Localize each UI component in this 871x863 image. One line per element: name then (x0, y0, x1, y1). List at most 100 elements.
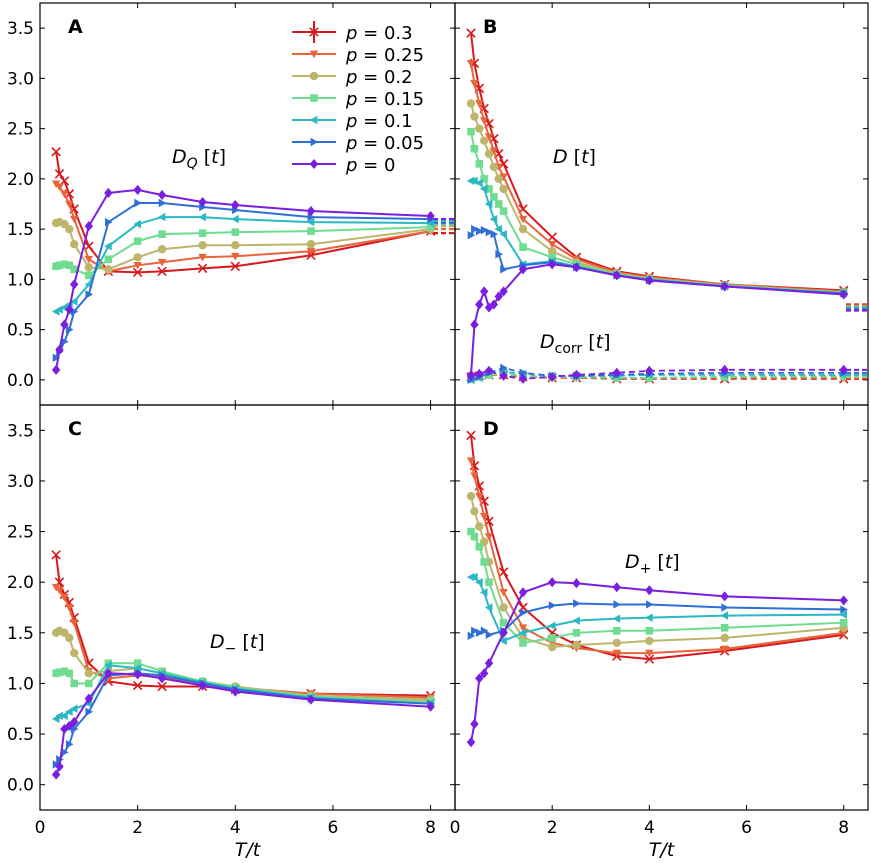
data-point (231, 686, 240, 697)
data-point (489, 299, 499, 310)
data-point (306, 694, 316, 705)
data-point (70, 679, 78, 688)
data-point (572, 629, 581, 637)
data-point (197, 263, 208, 274)
panel-c: 0.0 0.5 1.0 1.5 2.0 2.5 3.0 3.5 0 2 4 6 8 T/t C D− [t] (7, 404, 456, 861)
data-point (132, 267, 143, 278)
data-point (65, 604, 74, 612)
data-point (519, 608, 528, 617)
data-point (485, 227, 494, 237)
data-point (479, 286, 489, 297)
data-point (104, 265, 113, 274)
data-point (51, 550, 61, 560)
data-point (519, 243, 527, 251)
axes-frame (454, 404, 869, 811)
series-group (51, 146, 455, 375)
data-point (61, 337, 69, 346)
data-point (547, 621, 556, 630)
data-point (499, 627, 508, 638)
y-tick-label: 3.5 (7, 421, 34, 441)
data-point (484, 533, 494, 541)
data-point (60, 594, 69, 602)
data-point (839, 618, 848, 627)
corr-annotation: Dcorr [t] (540, 331, 611, 357)
data-point (572, 578, 581, 589)
legend-label: p = 0.05 (345, 133, 424, 154)
data-point (479, 184, 488, 194)
data-point (466, 491, 476, 501)
data-point (466, 99, 476, 108)
panel-label: D (483, 418, 499, 440)
legend-label: p = 0.25 (345, 45, 424, 66)
corr-point (547, 371, 557, 382)
data-point (612, 649, 621, 658)
data-point (484, 603, 493, 612)
data-point (307, 212, 316, 222)
y-tick-label: 0.0 (7, 371, 34, 391)
data-point (60, 190, 69, 199)
data-point (645, 600, 654, 609)
series-group (51, 550, 436, 780)
data-point (55, 761, 64, 772)
data-point (55, 586, 64, 595)
corr-point (572, 369, 581, 380)
panel-annotation: D [t] (553, 146, 596, 168)
data-point (157, 266, 167, 277)
series-line (55, 183, 431, 273)
corr-point (484, 365, 494, 376)
panel-label: A (68, 16, 83, 38)
data-point (470, 507, 479, 516)
data-point (69, 240, 79, 249)
series-line (470, 227, 844, 295)
panel-d: 0 2 4 6 8 T/t D D+ [t] (450, 404, 869, 861)
data-point (467, 631, 476, 641)
data-point (69, 704, 78, 713)
data-point (104, 661, 112, 670)
data-point (490, 229, 499, 239)
series-line (470, 263, 844, 375)
panel-annotation: D+ [t] (625, 551, 680, 577)
data-point (490, 193, 498, 201)
data-point (467, 230, 476, 240)
x-tick-label: 2 (132, 818, 143, 838)
data-point (65, 224, 74, 234)
data-point (547, 232, 557, 242)
data-point (198, 196, 207, 208)
data-point (306, 240, 316, 249)
data-point (519, 639, 527, 647)
data-point (720, 611, 729, 620)
data-point (54, 169, 65, 179)
x-tick-label: 6 (741, 818, 752, 838)
data-point (494, 200, 503, 208)
data-point (157, 681, 167, 692)
y-tick-label: 0.5 (7, 725, 34, 745)
y-tick-label: 2.5 (7, 120, 34, 140)
data-point (51, 146, 61, 157)
data-point (65, 739, 74, 749)
y-tick-label: 0.5 (7, 321, 34, 341)
data-point (720, 633, 729, 643)
legend-marker (310, 94, 318, 102)
data-point (198, 253, 207, 262)
data-point (60, 260, 69, 269)
data-point (612, 614, 621, 623)
corr-point (518, 373, 528, 384)
data-point (55, 711, 63, 721)
data-point (475, 542, 484, 551)
legend-label: p = 0.1 (345, 111, 413, 132)
data-point (720, 645, 729, 654)
data-point (572, 616, 580, 625)
data-point (645, 613, 653, 622)
series-group (466, 28, 868, 385)
data-point (65, 304, 74, 315)
data-point (645, 649, 654, 658)
data-point (480, 175, 488, 183)
data-point (306, 205, 316, 217)
data-point (55, 261, 64, 270)
data-point (65, 633, 74, 643)
data-point (479, 513, 489, 521)
data-point (645, 636, 654, 646)
data-point (467, 127, 475, 136)
data-point (839, 289, 848, 300)
data-point (645, 627, 654, 635)
